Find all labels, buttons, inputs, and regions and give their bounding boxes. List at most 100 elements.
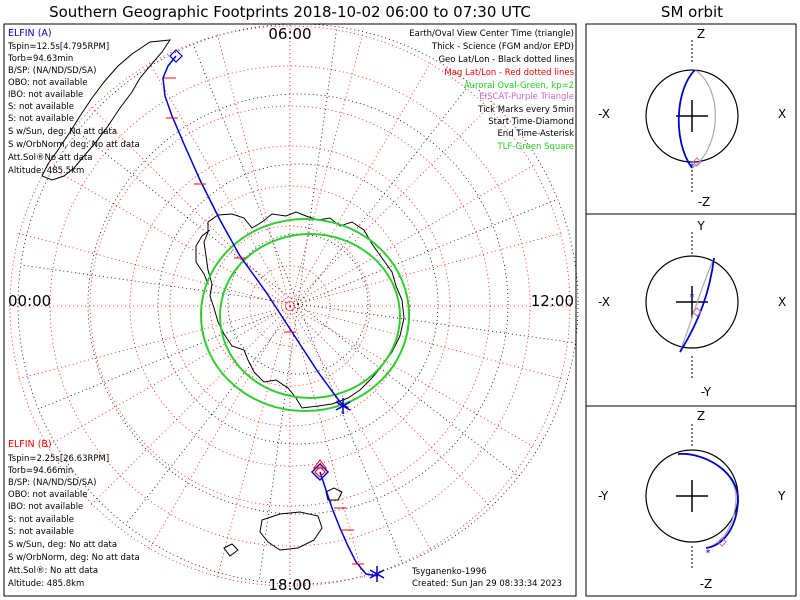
elfin-a-line: S w/OrbNorm, deg: No att data (8, 140, 140, 150)
grid-meridian (297, 26, 338, 305)
grid-meridian (148, 61, 291, 307)
elfin-b-tick-marks (334, 507, 364, 565)
elfin-a-line: S: not available (8, 114, 74, 124)
view-center-triangle (313, 459, 327, 469)
legend-item: Earth/Oval View Center Time (triangle) (409, 29, 574, 39)
grid-circle (227, 233, 369, 375)
elfin-b-line: B/SP: (NA/ND/SD/SA) (8, 478, 96, 488)
orbit-path-a (677, 453, 739, 549)
elfin-b-line: S: not available (8, 515, 74, 525)
elfin-a-start-marker (169, 49, 183, 63)
start-diamond (692, 157, 702, 167)
elfin-b-line: S w/OrbNorm, deg: No att data (8, 553, 140, 563)
grid-meridian (38, 303, 299, 410)
grid-meridian (289, 61, 432, 307)
elfin-a-line: IBO: not available (8, 90, 83, 100)
elfin-b-line: S: not available (8, 527, 74, 537)
clock-label-top: 06:00 (268, 25, 311, 43)
orbit-panel-yz-frame (585, 405, 797, 597)
start-diamond (692, 307, 702, 317)
elfin-b-line: Tspin=2.25s[26.63RPM] (7, 454, 109, 464)
antarctica-coastline (203, 211, 405, 409)
axis-label-right: Y (777, 489, 786, 503)
grid-meridian (45, 305, 291, 448)
axis-label-left: -X (598, 295, 610, 309)
grid-meridian (90, 106, 291, 307)
elfin-b-end-asterisk (369, 566, 385, 582)
earth-circle (645, 69, 739, 163)
elfin-a-title: ELFIN (A) (8, 28, 52, 39)
legend-item: Auroral Oval-Green, kp=2 (464, 81, 574, 91)
axis-label-bottom: -Z (700, 577, 713, 591)
legend-item: Thick - Science (FGM and/or EPD) (431, 42, 574, 52)
sm-orbit-panels: * Z -Z -X X * Y -Y -X X (585, 23, 797, 597)
grid-meridian (148, 305, 291, 551)
grid-meridian (45, 164, 291, 307)
orbit-path-a (677, 69, 696, 169)
grid-meridian (77, 131, 299, 305)
elfin-b-title: ELFIN (B) (8, 439, 52, 450)
elfin-a-line: Altitude: 485.5km (8, 166, 84, 176)
end-asterisk: * (690, 292, 695, 303)
grid-meridian (90, 305, 291, 506)
elfin-a-line: Torb=94.63min (7, 54, 73, 64)
axis-label-left: -X (598, 107, 610, 121)
axis-label-bottom: -Y (701, 385, 712, 399)
elfin-a-line: Att.Sol®No att data (8, 153, 92, 163)
island-coastline (325, 487, 343, 501)
grid-meridian (297, 303, 404, 564)
grid-meridian (289, 164, 535, 307)
axis-label-top: Y (696, 219, 705, 233)
elfin-b-line: Att.Sol®: No att data (8, 566, 98, 576)
orbit-panel-xy: * Y -Y -X X (598, 219, 786, 399)
grid-meridian (17, 232, 291, 307)
earth-circle (645, 255, 739, 349)
map-frame (3, 23, 577, 597)
grid-meridian (289, 305, 364, 579)
south-america-coastline (41, 39, 172, 181)
grid-circle (157, 163, 439, 445)
grid-meridian (297, 303, 519, 477)
grid-meridian (289, 305, 563, 380)
polar-map (8, 23, 579, 588)
elfin-a-line: S w/Sun, deg: No att data (8, 127, 117, 137)
island-coastline (223, 543, 239, 557)
grid-meridian (17, 305, 291, 380)
elfin-b-info: ELFIN (B) Tspin=2.25s[26.63RPM] Torb=94.… (7, 439, 140, 589)
auroral-oval-inner (219, 233, 401, 399)
start-diamond (717, 537, 727, 547)
grid-meridian (216, 33, 291, 307)
orbit-path-b (679, 257, 715, 353)
elfin-a-track (162, 55, 349, 409)
grid-meridian (216, 305, 291, 579)
elfin-a-line: S: not available (8, 102, 74, 112)
legend-item: Start Time-Diamond (488, 117, 574, 127)
geo-grid (17, 23, 579, 585)
end-asterisk: * (706, 548, 711, 559)
elfin-a-line: B/SP: (NA/ND/SD/SA) (8, 66, 96, 76)
elfin-b-line: OBO: not available (8, 490, 87, 500)
axis-label-top: Z (697, 409, 705, 423)
orbit-panel-xy-frame (585, 213, 797, 407)
legend-item: Geo Lat/Lon - Black dotted lines (438, 55, 574, 65)
orbit-path-a (679, 257, 715, 353)
elfin-b-line: IBO: not available (8, 502, 83, 512)
elfin-b-start-inner (314, 466, 326, 478)
axis-label-right: X (778, 295, 786, 309)
grid-meridian (289, 106, 490, 307)
axis-label-left: -Y (598, 489, 609, 503)
orbit-panel-yz: * Z -Z -Y Y (598, 409, 786, 591)
grid-meridian (258, 303, 299, 582)
elfin-b-line: S w/Sun, deg: No att data (8, 540, 117, 550)
orbit-title: SM orbit (661, 3, 723, 21)
grid-meridian (297, 198, 558, 305)
legend-item: Mag Lat/Lon - Red dotted lines (444, 68, 574, 78)
grid-meridian (125, 303, 299, 525)
grid-circle (87, 93, 509, 515)
auroral-oval-outer (200, 218, 410, 412)
elfin-b-track (319, 471, 379, 577)
clock-label-bottom: 18:00 (268, 576, 311, 594)
orbit-path-b (691, 69, 716, 169)
grid-meridian (289, 33, 364, 307)
clock-label-right: 12:00 (531, 292, 574, 310)
